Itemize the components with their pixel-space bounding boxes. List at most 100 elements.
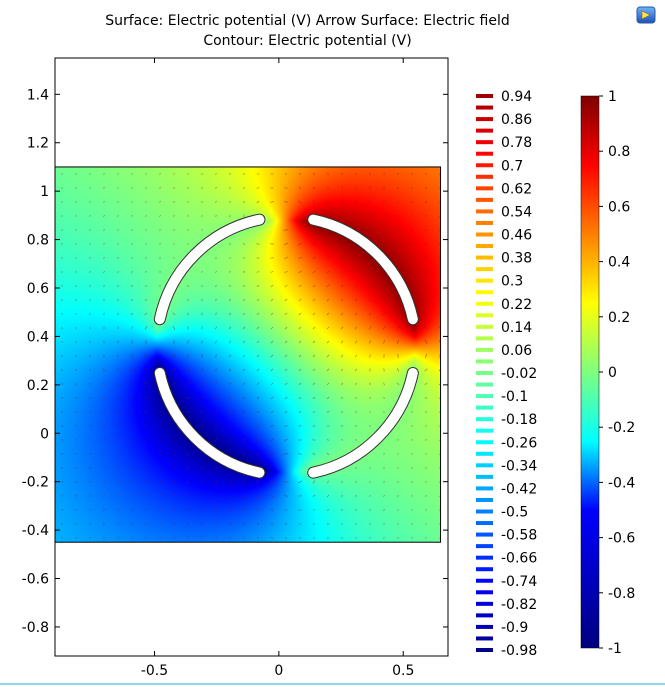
- field-arrow: [410, 228, 414, 232]
- field-arrow: [284, 187, 288, 189]
- field-arrow: [145, 508, 147, 512]
- field-arrow: [130, 453, 134, 455]
- comsol-logo-icon[interactable]: [636, 6, 656, 24]
- field-arrow: [61, 354, 63, 357]
- field-arrow: [284, 312, 288, 316]
- field-arrow: [143, 368, 149, 372]
- field-arrow: [269, 452, 275, 456]
- field-arrow: [383, 214, 385, 218]
- field-arrow: [340, 326, 344, 330]
- field-arrow: [75, 368, 77, 371]
- field-arrow: [438, 299, 441, 301]
- field-arrow: [354, 340, 358, 344]
- field-arrow: [242, 200, 246, 204]
- field-arrow: [159, 508, 161, 512]
- contour-legend-stripe: [476, 336, 493, 341]
- field-arrow: [424, 313, 428, 315]
- field-arrow: [327, 172, 329, 176]
- contour-legend-label: 0.06: [501, 343, 532, 359]
- field-arrow: [397, 481, 399, 483]
- field-arrow: [256, 424, 260, 428]
- contour-legend-label: -0.42: [501, 481, 537, 497]
- chart-title-line-2: Contour: Electric potential (V): [203, 33, 412, 49]
- field-arrow: [75, 173, 77, 175]
- y-tick-label: 0.6: [27, 281, 49, 297]
- field-arrow: [187, 340, 189, 344]
- field-arrow: [89, 201, 91, 203]
- contour-legend-label: -0.82: [501, 597, 537, 613]
- field-arrow: [242, 312, 246, 316]
- y-tick-label: -0.6: [22, 572, 49, 588]
- field-arrow: [131, 229, 133, 231]
- field-arrow: [242, 438, 246, 442]
- field-arrow: [214, 382, 218, 386]
- field-arrow: [312, 480, 316, 484]
- field-arrow: [383, 382, 385, 386]
- field-arrow: [103, 242, 105, 245]
- field-arrow: [283, 229, 289, 231]
- field-arrow: [75, 228, 77, 231]
- field-arrow: [158, 411, 162, 413]
- field-arrow: [116, 453, 120, 455]
- field-arrow: [103, 256, 105, 259]
- field-arrow: [411, 172, 413, 176]
- field-arrow: [200, 382, 204, 386]
- field-arrow: [284, 410, 288, 414]
- field-arrow: [172, 382, 176, 386]
- field-arrow: [172, 368, 176, 372]
- field-arrow: [172, 438, 176, 442]
- field-arrow: [89, 284, 91, 287]
- field-arrow: [312, 411, 316, 413]
- field-arrow: [312, 172, 316, 176]
- field-arrow: [340, 368, 344, 372]
- contour-legend-stripe: [476, 613, 493, 618]
- field-arrow: [172, 466, 176, 470]
- field-arrow: [396, 228, 400, 232]
- field-arrow: [424, 411, 428, 413]
- field-arrow: [341, 494, 343, 498]
- field-arrow: [256, 200, 260, 204]
- field-arrow: [173, 215, 175, 217]
- field-arrow: [355, 494, 357, 497]
- field-arrow: [242, 452, 246, 456]
- field-arrow: [382, 312, 386, 316]
- field-arrow: [187, 298, 189, 302]
- field-arrow: [397, 537, 399, 539]
- field-arrow: [228, 173, 232, 175]
- field-arrow: [256, 187, 260, 189]
- field-arrow: [284, 326, 288, 330]
- field-arrow: [131, 494, 133, 497]
- field-arrow: [326, 242, 330, 246]
- electrode: [154, 367, 265, 478]
- field-arrow: [228, 284, 232, 287]
- x-tick-label: 0.5: [392, 663, 414, 679]
- field-arrow: [270, 284, 274, 287]
- field-arrow: [242, 186, 246, 189]
- field-arrow: [229, 522, 231, 526]
- field-arrow: [256, 438, 260, 442]
- field-arrow: [242, 410, 246, 414]
- field-arrow: [214, 410, 218, 414]
- colorbar-tick-label: -1: [608, 641, 622, 657]
- field-arrow: [396, 368, 400, 372]
- field-arrow: [200, 368, 204, 372]
- field-arrow: [145, 215, 147, 217]
- contour-legend-stripe: [476, 578, 493, 583]
- colorbar-gradient: [580, 95, 600, 649]
- field-arrow: [103, 187, 105, 189]
- field-arrow: [369, 425, 371, 427]
- contour-legend-stripe: [476, 463, 493, 468]
- field-arrow: [242, 298, 246, 302]
- contour-legend-label: 0.46: [501, 228, 532, 244]
- field-arrow: [382, 284, 386, 288]
- field-arrow: [187, 480, 189, 484]
- field-arrow: [242, 326, 246, 330]
- field-arrow: [256, 326, 260, 330]
- field-arrow: [298, 354, 302, 358]
- electrodes: [153, 213, 419, 479]
- field-arrow: [89, 354, 91, 358]
- field-arrow: [312, 509, 316, 511]
- field-arrow: [326, 284, 330, 288]
- field-arrow: [355, 396, 357, 400]
- field-arrow: [355, 480, 357, 484]
